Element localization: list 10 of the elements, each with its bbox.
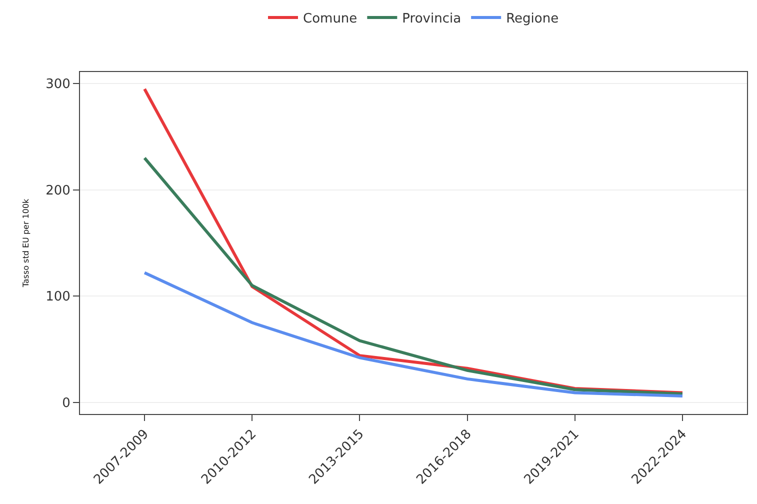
- y-tick-label: 100: [46, 290, 70, 305]
- legend-label: Comune: [303, 12, 358, 27]
- y-tick-label: 0: [62, 396, 70, 411]
- y-axis-title: Tasso std EU per 100k: [21, 198, 30, 288]
- y-tick-label: 200: [46, 183, 70, 198]
- line-series: [143, 156, 684, 396]
- y-tick-label: 300: [46, 77, 70, 92]
- line-series: [143, 271, 684, 398]
- legend-label: Regione: [506, 12, 559, 27]
- legend-label: Provincia: [402, 12, 462, 27]
